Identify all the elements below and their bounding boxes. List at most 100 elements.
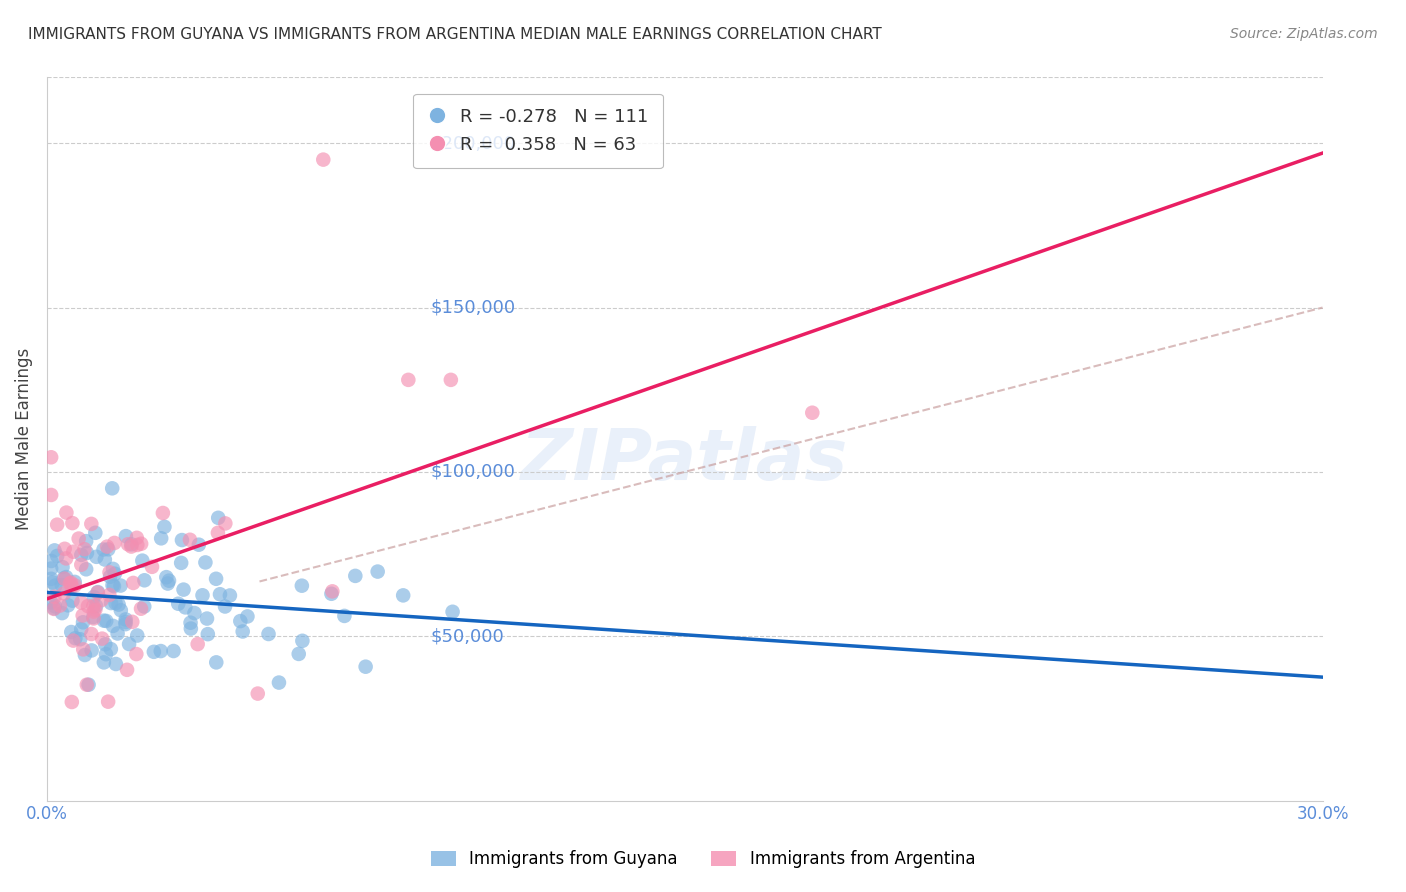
Point: [101, 619, 124, 633]
Point: [55, 506, 77, 520]
Point: [131, 554, 153, 568]
Point: [94, 647, 117, 661]
Point: [39, 561, 62, 575]
Legend: Immigrants from Guyana, Immigrants from Argentina: Immigrants from Guyana, Immigrants from …: [425, 844, 981, 875]
Point: [94, 552, 117, 566]
Point: [72, 615, 94, 630]
Text: Source: ZipAtlas.com: Source: ZipAtlas.com: [1230, 27, 1378, 41]
Point: [104, 596, 127, 610]
Point: [44, 590, 66, 604]
Point: [155, 570, 177, 584]
Point: [127, 628, 149, 642]
Point: [195, 611, 218, 625]
Point: [287, 647, 309, 661]
Point: [70, 622, 93, 636]
Point: [191, 588, 214, 602]
Point: [60, 695, 83, 709]
Point: [129, 601, 152, 615]
Point: [76, 546, 98, 560]
Point: [125, 647, 148, 661]
Point: [115, 529, 138, 543]
Point: [440, 373, 463, 387]
Point: [122, 576, 145, 591]
Point: [207, 525, 229, 540]
Point: [56, 599, 79, 613]
Point: [87, 585, 110, 599]
Point: [42, 602, 65, 616]
Point: [152, 506, 174, 520]
Point: [236, 609, 259, 624]
Text: ZIPatlas: ZIPatlas: [522, 426, 848, 495]
Point: [51, 606, 73, 620]
Point: [114, 615, 136, 629]
Point: [187, 637, 209, 651]
Point: [77, 599, 100, 613]
Point: [149, 644, 172, 658]
Point: [246, 687, 269, 701]
Point: [80, 516, 103, 531]
Point: [39, 488, 62, 502]
Point: [321, 587, 343, 601]
Point: [214, 599, 236, 614]
Point: [150, 531, 173, 545]
Point: [103, 536, 125, 550]
Point: [55, 551, 77, 566]
Point: [53, 586, 76, 600]
Point: [180, 615, 202, 630]
Point: [72, 642, 94, 657]
Point: [59, 575, 82, 590]
Point: [80, 643, 103, 657]
Point: [91, 632, 114, 646]
Point: [82, 610, 104, 624]
Point: [86, 585, 108, 599]
Point: [41, 575, 63, 590]
Point: [179, 533, 201, 547]
Point: [291, 579, 314, 593]
Point: [114, 612, 136, 626]
Point: [83, 590, 105, 604]
Point: [60, 516, 83, 530]
Point: [60, 625, 83, 640]
Point: [101, 562, 124, 576]
Point: [142, 645, 165, 659]
Point: [396, 373, 419, 387]
Point: [162, 644, 184, 658]
Point: [65, 631, 87, 645]
Point: [55, 570, 77, 584]
Point: [208, 587, 231, 601]
Point: [60, 579, 83, 593]
Text: $100,000: $100,000: [430, 463, 516, 481]
Point: [60, 593, 83, 607]
Point: [107, 626, 129, 640]
Point: [141, 559, 163, 574]
Point: [257, 627, 280, 641]
Point: [82, 599, 104, 613]
Legend: R = -0.278   N = 111, R =  0.358   N = 63: R = -0.278 N = 111, R = 0.358 N = 63: [413, 94, 662, 169]
Point: [125, 531, 148, 545]
Point: [214, 516, 236, 531]
Point: [63, 574, 86, 589]
Point: [229, 614, 252, 628]
Point: [84, 525, 107, 540]
Point: [121, 615, 143, 629]
Point: [44, 543, 66, 558]
Point: [153, 520, 176, 534]
Point: [73, 648, 96, 662]
Point: [801, 406, 824, 420]
Point: [156, 576, 179, 591]
Point: [39, 572, 62, 586]
Point: [180, 622, 202, 636]
Point: [44, 601, 66, 615]
Point: [83, 605, 105, 619]
Point: [115, 663, 138, 677]
Point: [173, 582, 195, 597]
Point: [354, 659, 377, 673]
Point: [101, 578, 124, 592]
Point: [51, 560, 73, 574]
Point: [86, 549, 108, 564]
Y-axis label: Median Male Earnings: Median Male Earnings: [15, 348, 32, 530]
Text: $200,000: $200,000: [430, 134, 516, 153]
Point: [72, 608, 94, 623]
Point: [93, 614, 115, 628]
Point: [118, 637, 141, 651]
